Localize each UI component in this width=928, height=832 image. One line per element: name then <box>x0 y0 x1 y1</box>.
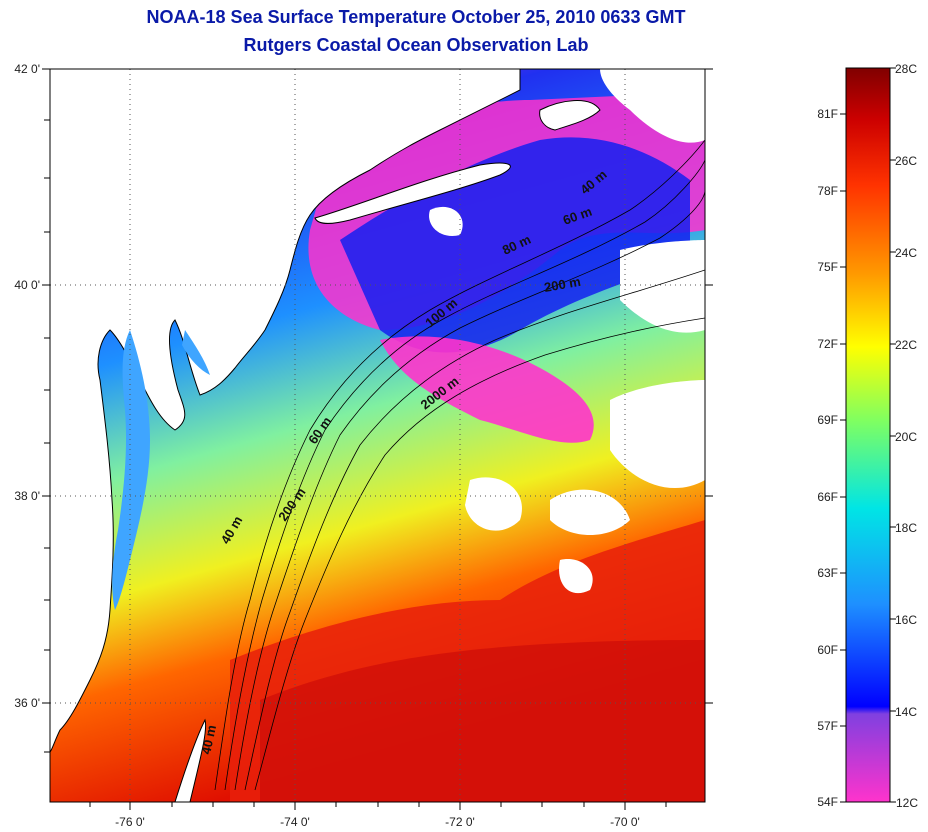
lon-label-76: -76 0' <box>115 815 145 829</box>
cb-f-75: 75F <box>817 260 838 274</box>
lon-label-74: -74 0' <box>280 815 310 829</box>
lat-label-42: 42 0' <box>14 62 40 76</box>
cloud-mid <box>465 477 522 531</box>
land-mass <box>50 69 521 753</box>
cloud-patch-3 <box>559 559 593 594</box>
cb-f-78: 78F <box>817 184 838 198</box>
cape-cod <box>539 100 601 131</box>
cb-f-54: 54F <box>817 795 838 809</box>
cb-c-28: 28C <box>895 62 917 76</box>
cb-c-22: 22C <box>895 338 917 352</box>
long-island <box>314 162 511 224</box>
cloud-east-2 <box>610 380 705 489</box>
tick-marks <box>42 68 713 810</box>
lat-label-40: 40 0' <box>14 278 40 292</box>
cold-patch-mid <box>380 336 594 443</box>
colorbar <box>845 67 891 803</box>
cb-f-63: 63F <box>817 566 838 580</box>
cb-f-72: 72F <box>817 337 838 351</box>
contour-label-40m-south: 40 m <box>198 724 219 756</box>
chesapeake-bay <box>112 330 150 610</box>
map-title: NOAA-18 Sea Surface Temperature October … <box>146 7 686 27</box>
cb-c-26: 26C <box>895 154 917 168</box>
cloud-east <box>620 240 705 333</box>
cb-f-81: 81F <box>817 107 838 121</box>
lon-label-72: -72 0' <box>445 815 475 829</box>
cb-f-60: 60F <box>817 643 838 657</box>
cb-c-14: 14C <box>895 705 917 719</box>
cloud-patch-1 <box>550 489 630 535</box>
cb-c-20: 20C <box>895 430 917 444</box>
cloud-northeast <box>600 69 705 143</box>
cb-c-24: 24C <box>895 246 917 260</box>
cb-f-57: 57F <box>817 719 838 733</box>
cloud-patch-2 <box>429 206 463 236</box>
graticule <box>50 69 705 802</box>
colorbar-ticks <box>840 67 896 803</box>
cb-f-66: 66F <box>817 490 838 504</box>
cb-c-12: 12C <box>896 796 918 810</box>
cb-c-18: 18C <box>895 521 917 535</box>
outer-banks <box>174 718 207 802</box>
gulf-stream-core <box>260 640 705 802</box>
contour-label-200m-ne: 200 m <box>543 274 582 295</box>
delaware-bay <box>182 330 210 375</box>
bathymetry-contours <box>214 139 705 791</box>
cb-f-69: 69F <box>817 413 838 427</box>
map-subtitle: Rutgers Coastal Ocean Observation Lab <box>243 35 589 55</box>
cb-c-16: 16C <box>895 613 917 627</box>
lat-label-38: 38 0' <box>14 489 40 503</box>
lat-label-36: 36 0' <box>14 696 40 710</box>
lon-label-70: -70 0' <box>610 815 640 829</box>
